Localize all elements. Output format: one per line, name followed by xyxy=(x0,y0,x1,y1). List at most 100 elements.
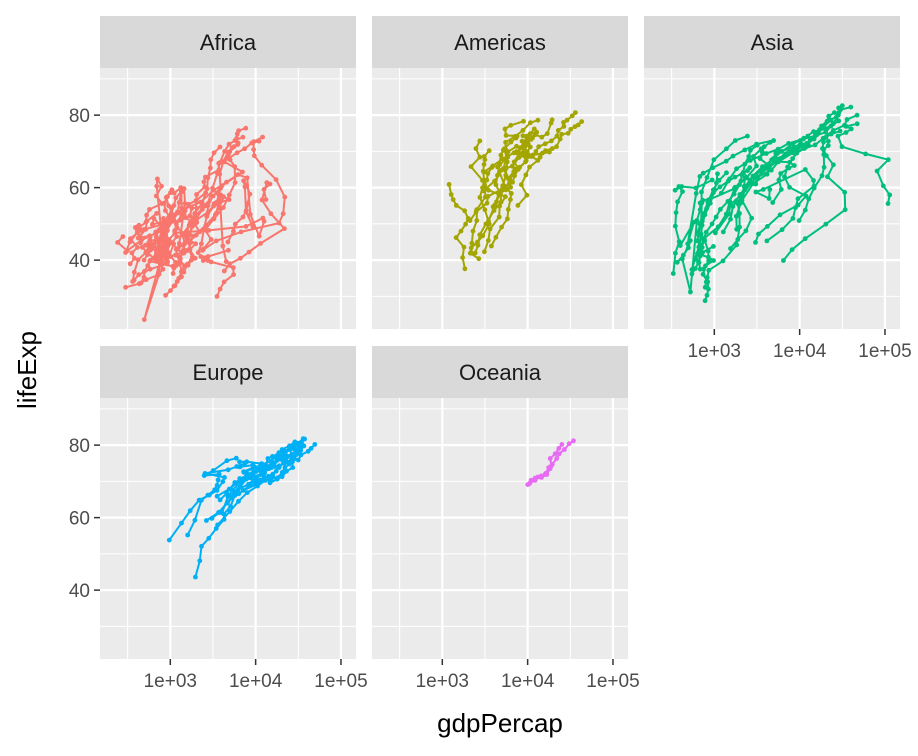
data-point xyxy=(217,497,223,503)
data-point xyxy=(791,163,797,168)
data-point xyxy=(267,476,273,481)
data-point xyxy=(176,245,181,251)
data-point xyxy=(688,289,693,295)
data-point xyxy=(232,480,238,485)
data-point xyxy=(201,473,207,478)
data-point xyxy=(484,177,490,183)
data-point xyxy=(764,171,770,177)
data-point xyxy=(806,196,812,202)
data-point xyxy=(187,232,193,238)
data-point xyxy=(486,187,491,193)
data-point xyxy=(724,170,729,176)
data-point xyxy=(765,224,770,229)
data-point xyxy=(738,193,743,199)
data-point xyxy=(165,259,170,265)
data-point xyxy=(173,263,179,268)
data-point xyxy=(575,122,581,128)
data-point xyxy=(713,214,719,220)
data-point xyxy=(880,183,886,189)
data-point xyxy=(783,151,789,157)
data-point xyxy=(543,148,548,154)
data-point xyxy=(282,194,288,200)
series-group xyxy=(446,110,585,272)
data-point xyxy=(527,164,532,170)
data-point xyxy=(778,171,784,176)
data-point xyxy=(242,184,248,190)
data-point xyxy=(482,207,488,213)
data-point xyxy=(676,239,682,245)
data-point xyxy=(163,195,169,200)
data-point xyxy=(726,211,732,217)
data-point xyxy=(674,259,680,265)
data-point xyxy=(144,218,150,224)
data-point xyxy=(183,215,188,221)
data-point xyxy=(195,250,201,255)
data-point xyxy=(241,469,247,475)
data-point xyxy=(794,145,800,151)
data-point xyxy=(473,209,479,215)
data-point xyxy=(821,164,827,170)
data-point xyxy=(279,474,285,480)
data-point xyxy=(308,446,314,451)
data-point xyxy=(244,175,250,181)
data-point xyxy=(282,465,288,470)
data-point xyxy=(189,205,195,211)
data-point xyxy=(153,193,159,199)
data-point xyxy=(123,284,128,290)
data-point xyxy=(246,249,252,255)
data-point xyxy=(694,238,700,244)
facet-panel-americas: Americas xyxy=(372,16,628,329)
data-point xyxy=(250,466,256,472)
data-point xyxy=(750,173,756,179)
series-group xyxy=(115,125,288,322)
data-point xyxy=(728,216,733,222)
data-point xyxy=(115,240,120,245)
data-point xyxy=(735,237,741,242)
data-point xyxy=(673,250,678,256)
data-point xyxy=(131,277,137,283)
data-point xyxy=(518,182,524,188)
data-point xyxy=(686,245,691,251)
y-axis: 40 60 80 xyxy=(69,436,100,602)
y-tick-label: 80 xyxy=(69,106,90,127)
data-point xyxy=(199,497,204,503)
x-axis: 1e+03 1e+04 1e+05 xyxy=(688,329,912,362)
data-point xyxy=(559,131,564,137)
data-point xyxy=(705,248,711,254)
data-point xyxy=(260,461,265,467)
data-point xyxy=(520,127,526,133)
data-point xyxy=(523,159,528,165)
data-point xyxy=(141,317,147,322)
data-point xyxy=(485,171,491,176)
data-point xyxy=(199,207,205,212)
data-point xyxy=(839,103,845,109)
data-point xyxy=(201,227,207,233)
data-point xyxy=(208,237,214,242)
data-point xyxy=(169,187,175,193)
data-point xyxy=(677,243,683,249)
data-point xyxy=(525,482,531,487)
data-point xyxy=(211,187,217,193)
data-point xyxy=(227,149,233,155)
data-point xyxy=(268,211,274,217)
data-point xyxy=(696,259,701,265)
data-point xyxy=(176,200,182,205)
data-point xyxy=(714,180,719,186)
data-point xyxy=(292,440,297,446)
data-point xyxy=(279,447,285,452)
data-point xyxy=(711,157,717,163)
data-point xyxy=(141,257,147,263)
data-point xyxy=(802,167,808,172)
data-point xyxy=(259,162,265,168)
data-point xyxy=(182,201,188,207)
data-point xyxy=(743,183,748,189)
data-point xyxy=(516,155,522,160)
data-point xyxy=(460,255,465,260)
data-point xyxy=(511,150,517,156)
data-point xyxy=(173,252,178,258)
data-point xyxy=(243,474,249,480)
data-point xyxy=(484,200,490,206)
data-point xyxy=(544,131,550,137)
data-point xyxy=(493,182,499,188)
